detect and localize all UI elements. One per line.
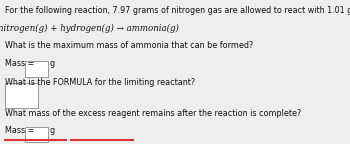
Text: g: g <box>49 59 55 68</box>
Text: What is the FORMULA for the limiting reactant?: What is the FORMULA for the limiting rea… <box>5 78 195 87</box>
Text: What mass of the excess reagent remains after the reaction is complete?: What mass of the excess reagent remains … <box>5 109 301 118</box>
FancyBboxPatch shape <box>25 127 48 142</box>
FancyBboxPatch shape <box>25 61 48 77</box>
Text: g: g <box>49 126 55 135</box>
Text: What is the maximum mass of ammonia that can be formed?: What is the maximum mass of ammonia that… <box>5 41 253 50</box>
Text: Mass =: Mass = <box>5 126 34 135</box>
Text: Mass =: Mass = <box>5 59 34 68</box>
FancyBboxPatch shape <box>5 83 38 108</box>
Text: nitrogen(g) + hydrogen(g) → ammonia(g): nitrogen(g) + hydrogen(g) → ammonia(g) <box>0 24 179 33</box>
Text: For the following reaction, 7.97 grams of nitrogen gas are allowed to react with: For the following reaction, 7.97 grams o… <box>5 6 350 15</box>
